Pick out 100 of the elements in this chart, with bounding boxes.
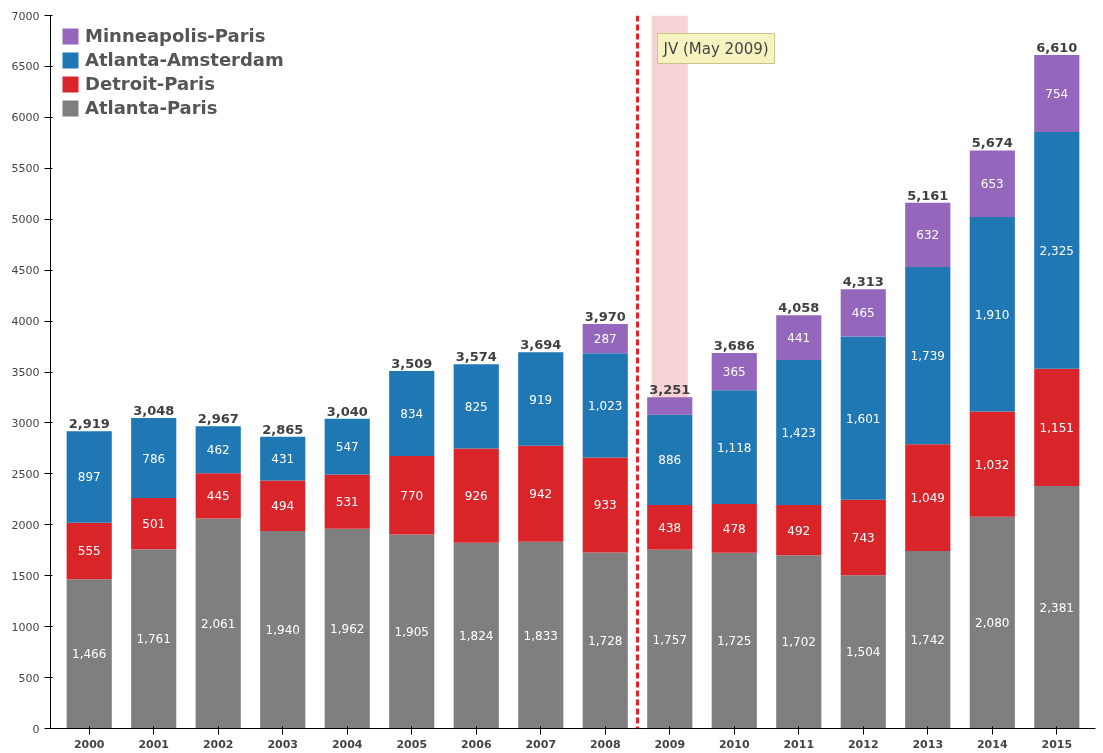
- annotation: JV (May 2009): [662, 39, 769, 58]
- x-tick-label: 2012: [847, 737, 879, 751]
- y-tick-label: 3000: [11, 416, 40, 430]
- data-label: 653: [980, 177, 1004, 192]
- data-label: 1,824: [459, 629, 494, 644]
- data-label: 942: [529, 487, 553, 502]
- total-label: 4,313: [842, 274, 884, 290]
- bar: [776, 505, 822, 556]
- data-label: 1,504: [846, 645, 881, 660]
- bar: [711, 353, 757, 391]
- bar: [324, 418, 370, 475]
- bar: [389, 534, 435, 729]
- legend-label: Detroit-Paris: [85, 73, 215, 94]
- data-label: 754: [1045, 87, 1069, 102]
- data-label: 1,742: [910, 633, 945, 648]
- bar: [840, 289, 886, 337]
- legend-label: Atlanta-Amsterdam: [85, 49, 284, 70]
- y-tick-label: 1000: [11, 620, 40, 634]
- bar: [389, 371, 435, 457]
- data-label: 492: [787, 523, 811, 538]
- data-label: 1,833: [523, 628, 558, 643]
- bar: [66, 431, 112, 523]
- bar: [905, 202, 951, 268]
- data-label: 2,061: [201, 617, 236, 632]
- total-label: 3,970: [584, 309, 626, 325]
- data-label: 478: [722, 521, 746, 536]
- x-tick-label: 2003: [267, 737, 299, 751]
- bar: [260, 436, 306, 481]
- data-label: 926: [464, 489, 488, 504]
- data-label: 365: [722, 365, 746, 380]
- data-label: 2,080: [975, 616, 1010, 631]
- bar: [131, 549, 177, 729]
- bar: [1034, 55, 1080, 132]
- data-label: 786: [142, 451, 166, 466]
- bar: [905, 444, 951, 552]
- bar: [776, 360, 822, 506]
- data-label: 825: [464, 399, 488, 414]
- data-label: 1,739: [910, 349, 945, 364]
- y-tick-label: 2000: [11, 518, 40, 532]
- data-label: 501: [142, 517, 166, 532]
- bar: [969, 411, 1015, 517]
- bar: [1034, 131, 1080, 369]
- data-label: 1,032: [975, 457, 1010, 472]
- total-label: 3,048: [133, 403, 175, 419]
- bar: [840, 336, 886, 500]
- y-tick-label: 7000: [11, 9, 40, 23]
- bar: [518, 352, 564, 446]
- y-tick-label: 5500: [11, 162, 40, 176]
- bar: [776, 315, 822, 361]
- total-label: 6,610: [1036, 40, 1078, 56]
- total-label: 3,040: [326, 403, 368, 419]
- bar: [260, 480, 306, 531]
- total-label: 3,251: [649, 382, 691, 398]
- data-label: 1,601: [846, 411, 881, 426]
- bar: [389, 456, 435, 535]
- y-tick-label: 6500: [11, 60, 40, 74]
- x-tick-label: 2014: [976, 737, 1008, 751]
- data-label: 1,151: [1039, 420, 1074, 435]
- bar: [518, 445, 564, 542]
- bar: [582, 324, 628, 354]
- y-tick-label: 2500: [11, 467, 40, 481]
- bar: [195, 426, 241, 474]
- data-label: 462: [206, 443, 230, 458]
- data-label: 555: [77, 544, 101, 559]
- bar: [1034, 368, 1080, 486]
- total-label: 5,674: [971, 135, 1013, 151]
- data-label: 1,423: [781, 426, 816, 441]
- legend-label: Atlanta-Paris: [85, 97, 218, 118]
- bar: [131, 498, 177, 550]
- data-label: 632: [916, 228, 940, 243]
- data-label: 919: [529, 392, 553, 407]
- x-tick-label: 2005: [396, 737, 428, 751]
- x-tick-label: 2000: [73, 737, 105, 751]
- total-label: 4,058: [778, 300, 820, 316]
- total-label: 2,967: [197, 411, 239, 427]
- total-label: 2,919: [68, 416, 110, 432]
- data-label: 834: [400, 407, 424, 422]
- bar: [582, 353, 628, 458]
- bar: [840, 499, 886, 576]
- data-label: 1,728: [588, 634, 623, 648]
- data-label: 1,023: [588, 398, 623, 413]
- x-tick-label: 2008: [589, 737, 621, 751]
- y-tick-label: 5000: [11, 213, 40, 227]
- data-label: 897: [77, 470, 101, 485]
- bar: [776, 555, 822, 729]
- bar: [324, 474, 370, 529]
- data-label: 2,325: [1039, 243, 1074, 258]
- data-label: 1,725: [717, 634, 752, 649]
- data-label: 743: [851, 530, 875, 545]
- bar: [518, 541, 564, 729]
- data-label: 1,049: [910, 491, 945, 506]
- data-label: 287: [593, 332, 617, 347]
- bar: [969, 516, 1015, 729]
- x-tick-label: 2011: [783, 737, 815, 751]
- legend-label: Minneapolis-Paris: [85, 25, 266, 46]
- data-label: 547: [335, 440, 359, 455]
- data-label: 441: [787, 331, 811, 346]
- bar: [582, 552, 628, 729]
- bar: [260, 530, 306, 729]
- data-label: 531: [335, 495, 359, 510]
